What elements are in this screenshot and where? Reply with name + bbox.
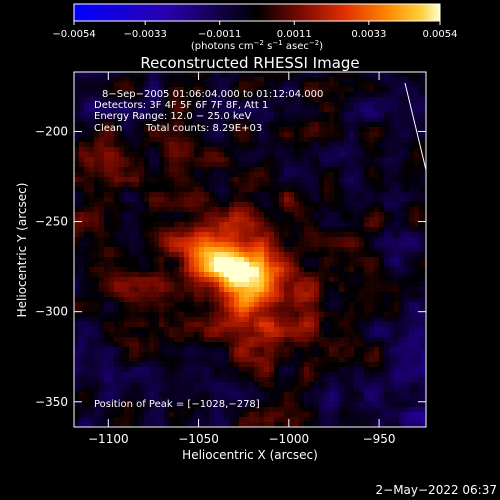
y-tick-label: −200 [35,124,68,138]
heatmap-image [74,72,426,427]
colorbar-units: (photons cm−2 s−1 asec−2) [191,39,323,52]
annotations: 8−Sep−2005 01:06:04.000 to 01:12:04.000 … [94,89,323,410]
colorbar-tick-label: −0.0054 [52,29,95,40]
plot-area [73,71,427,428]
colorbar-tick-label: 0.0054 [423,29,458,40]
annotation-time-range: 8−Sep−2005 01:06:04.000 to 01:12:04.000 [102,89,323,100]
x-tick-labels: −1100 −1050 −1000 −950 [88,432,396,446]
colorbar-tick-label: −0.0033 [123,29,166,40]
x-tick-label: −1100 [88,432,129,446]
plot-frame [73,71,427,428]
footer-timestamp: 2−May−2022 06:37 [376,483,498,497]
x-tick-label: −950 [363,432,396,446]
axis-ticks [74,72,426,427]
y-tick-label: −350 [35,395,68,409]
annotation-algorithm: Clean [94,123,122,134]
y-tick-labels: −200 −250 −300 −350 [35,124,68,408]
colorbar-ticks [73,21,441,25]
annotation-energy-range: Energy Range: 12.0 − 25.0 keV [94,111,251,122]
colorbar-gradient [74,4,440,21]
annotation-detectors: Detectors: 3F 4F 5F 6F 7F 8F, Att 1 [94,100,268,111]
annotation-peak-position: Position of Peak = [−1028,−278] [94,399,260,410]
chart-title: Reconstructed RHESSI Image [140,54,359,72]
colorbar: −0.0054 −0.0033 −0.0011 0.0011 0.0033 0.0054 … [52,3,458,52]
colorbar-tick-label: 0.0011 [277,29,312,40]
x-tick-label: −1000 [269,432,310,446]
colorbar-tick-labels: −0.0054 −0.0033 −0.0011 0.0011 0.0033 0.0054 [52,29,457,40]
x-tick-label: −1050 [178,432,219,446]
colorbar-tick-label: 0.0033 [351,29,386,40]
annotation-total-counts: Total counts: 8.29E+03 [145,123,262,134]
y-tick-label: −250 [35,215,68,229]
y-tick-label: −300 [35,305,68,319]
limb-line [404,82,427,171]
y-axis-label: Heliocentric Y (arcsec) [15,183,29,318]
colorbar-frame [73,3,441,22]
x-axis-label: Heliocentric X (arcsec) [182,448,318,462]
colorbar-tick-label: −0.0011 [198,29,241,40]
